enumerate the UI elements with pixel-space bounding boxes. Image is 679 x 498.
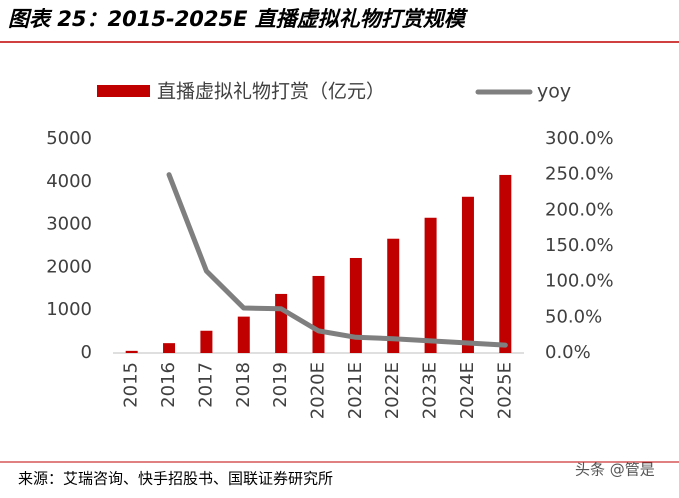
bar <box>163 343 176 353</box>
y2-tick-label: 150.0% <box>545 235 614 256</box>
legend-swatch <box>97 85 150 97</box>
bar <box>349 257 362 353</box>
bar <box>424 217 437 353</box>
bar <box>275 293 288 353</box>
chart-title: 图表 25：2015-2025E 直播虚拟礼物打赏规模 <box>8 7 469 31</box>
bar <box>461 196 474 353</box>
bar <box>200 330 213 353</box>
bar <box>125 350 138 353</box>
bar <box>312 275 325 353</box>
x-tick-label: 2023E <box>420 362 441 419</box>
x-tick-label: 2020E <box>308 362 329 419</box>
bar <box>237 316 250 353</box>
x-tick-label: 2015 <box>121 362 142 408</box>
y-tick-label: 1000 <box>46 299 92 320</box>
legend-label: 直播虚拟礼物打赏（亿元） <box>157 81 385 103</box>
y2-tick-label: 200.0% <box>545 199 614 220</box>
y2-tick-label: 0.0% <box>545 342 591 363</box>
y2-tick-label: 300.0% <box>545 128 614 149</box>
y-tick-label: 4000 <box>46 171 92 192</box>
y-tick-label: 3000 <box>46 214 92 235</box>
source: 来源：艾瑞咨询、快手招股书、国联证券研究所 <box>18 470 333 488</box>
x-tick-label: 2016 <box>158 362 179 408</box>
watermark: 头条 @管是 <box>575 461 655 479</box>
x-tick-label: 2017 <box>195 362 216 408</box>
y2-tick-label: 250.0% <box>545 164 614 185</box>
x-tick-label: 2019 <box>270 362 291 408</box>
y-tick-label: 2000 <box>46 256 92 277</box>
x-tick-label: 2018 <box>233 362 254 408</box>
legend-label: yoy <box>537 81 571 103</box>
y-tick-label: 0 <box>81 342 92 363</box>
y-tick-label: 5000 <box>46 128 92 149</box>
x-tick-label: 2024E <box>457 362 478 419</box>
line <box>166 172 508 348</box>
x-tick-label: 2022E <box>382 362 403 419</box>
bar <box>499 174 512 353</box>
y2-tick-label: 100.0% <box>545 271 614 292</box>
bar <box>387 238 400 353</box>
x-tick-label: 2025E <box>494 362 515 419</box>
x-tick-label: 2021E <box>345 362 366 419</box>
y2-tick-label: 50.0% <box>545 306 602 327</box>
